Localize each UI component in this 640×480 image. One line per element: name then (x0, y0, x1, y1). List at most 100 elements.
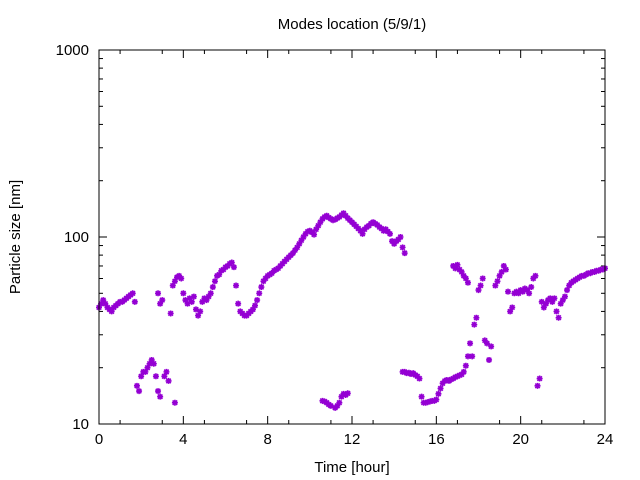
data-point (443, 376, 450, 383)
data-point (188, 298, 195, 305)
data-point (509, 304, 516, 311)
data-point (526, 290, 533, 297)
data-point (498, 268, 505, 275)
data-point (98, 300, 105, 307)
data-point (566, 282, 573, 289)
data-point (152, 373, 159, 380)
x-tick-label: 8 (263, 431, 271, 448)
plot-frame (98, 49, 606, 425)
data-point (184, 300, 191, 307)
data-point (155, 290, 162, 297)
data-point (462, 362, 469, 369)
data-point (536, 375, 543, 382)
data-point (203, 297, 210, 304)
data-point (144, 364, 151, 371)
data-point (359, 230, 366, 237)
data-point (542, 300, 549, 307)
data-point (473, 314, 480, 321)
data-point (553, 308, 560, 315)
data-point (340, 210, 347, 217)
data-point (233, 282, 240, 289)
data-point (515, 290, 522, 297)
data-point (460, 272, 467, 279)
data-point (418, 393, 425, 400)
data-point (540, 304, 547, 311)
data-point (492, 282, 499, 289)
data-points (96, 210, 608, 411)
data-point (178, 275, 185, 282)
data-point (534, 382, 541, 389)
data-point (460, 368, 467, 375)
data-point (180, 290, 187, 297)
data-point (157, 393, 164, 400)
data-point (146, 360, 153, 367)
data-point (129, 290, 136, 297)
data-point (456, 372, 463, 379)
data-point (469, 353, 476, 360)
data-point (171, 399, 178, 406)
data-point (294, 244, 301, 251)
data-point (254, 297, 261, 304)
data-point (477, 282, 484, 289)
data-point (171, 278, 178, 285)
data-point (467, 340, 474, 347)
data-point (108, 308, 115, 315)
x-tick-label: 0 (95, 431, 103, 448)
data-point (260, 278, 267, 285)
data-point (561, 293, 568, 300)
data-point (155, 388, 162, 395)
data-point (435, 390, 442, 397)
data-point (167, 310, 174, 317)
data-point (342, 212, 349, 219)
data-point (416, 375, 423, 382)
data-point (262, 275, 269, 282)
data-point (502, 266, 509, 273)
x-tick-label: 24 (597, 431, 614, 448)
data-point (289, 250, 296, 257)
x-tick-label: 20 (512, 431, 529, 448)
data-point (441, 377, 448, 384)
data-point (494, 278, 501, 285)
data-point (268, 270, 275, 277)
data-point (300, 234, 307, 240)
data-point (336, 399, 343, 406)
data-point (462, 275, 469, 282)
data-point (507, 308, 514, 315)
data-point (433, 396, 440, 403)
data-point (452, 265, 459, 272)
data-point (397, 234, 404, 240)
data-point (454, 261, 461, 268)
data-point (464, 353, 471, 360)
data-point (157, 300, 164, 307)
data-point (182, 297, 189, 304)
data-point (547, 295, 554, 302)
data-point (216, 271, 223, 278)
data-point (486, 356, 493, 363)
x-axis-label: Time [hour] (314, 459, 389, 476)
data-point (205, 293, 212, 300)
data-point (456, 266, 463, 273)
data-point (496, 272, 503, 279)
data-point (197, 308, 204, 315)
data-point (199, 298, 206, 305)
data-point (464, 279, 471, 286)
data-point (549, 298, 556, 305)
data-point (317, 219, 324, 226)
data-point (389, 238, 396, 245)
data-point (338, 393, 345, 400)
data-point (131, 298, 138, 305)
data-point (519, 288, 526, 295)
data-point (195, 312, 202, 319)
data-point (169, 282, 176, 289)
data-point (292, 247, 299, 254)
data-point (538, 298, 545, 305)
data-point (311, 231, 318, 238)
data-point (505, 288, 512, 295)
data-point (192, 306, 199, 313)
data-point (500, 262, 507, 269)
data-point (448, 376, 455, 383)
data-point (249, 306, 256, 313)
data-point (395, 236, 402, 243)
data-point (315, 222, 322, 229)
data-point (454, 373, 461, 380)
